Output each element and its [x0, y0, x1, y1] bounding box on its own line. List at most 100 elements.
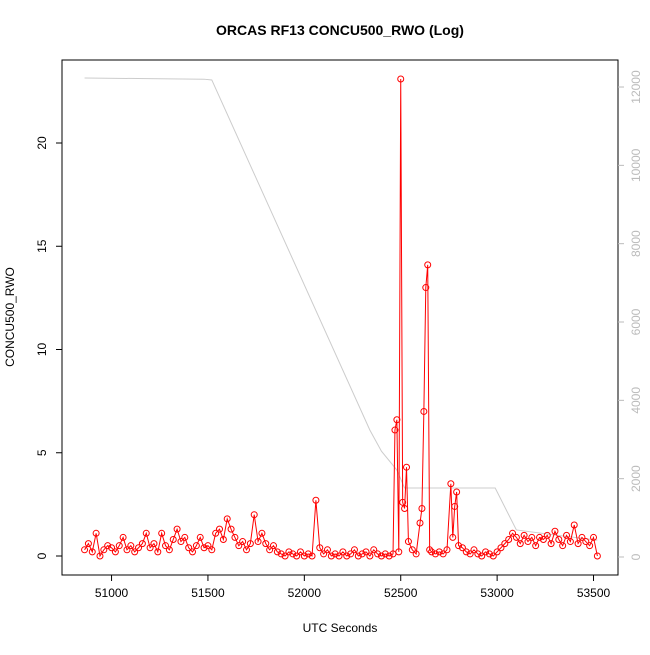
point — [88, 548, 96, 556]
point — [327, 552, 335, 560]
point — [590, 533, 598, 541]
point — [570, 521, 578, 529]
point — [449, 533, 457, 541]
point — [377, 552, 385, 560]
y-tick-label: 15 — [35, 239, 49, 253]
point — [505, 535, 513, 543]
point — [451, 502, 459, 510]
point — [403, 463, 411, 471]
point — [204, 542, 212, 550]
point — [269, 542, 277, 550]
point — [115, 542, 123, 550]
point — [165, 546, 173, 554]
x-axis-label: UTC Seconds — [303, 621, 378, 635]
point — [520, 531, 528, 539]
point — [111, 548, 119, 556]
point — [84, 540, 92, 548]
point — [395, 548, 403, 556]
point — [293, 552, 301, 560]
y2-tick-label: 6000 — [629, 308, 643, 335]
chart-title: ORCAS RF13 CONCU500_RWO (Log) — [216, 22, 464, 38]
point — [250, 511, 258, 519]
point — [289, 550, 297, 558]
point — [447, 480, 455, 488]
point — [470, 546, 478, 554]
point — [262, 540, 270, 548]
point — [482, 548, 490, 556]
point — [258, 529, 266, 537]
point — [424, 261, 432, 269]
point — [181, 533, 189, 541]
point — [273, 548, 281, 556]
point — [563, 531, 571, 539]
point — [516, 540, 524, 548]
point — [512, 533, 520, 541]
point — [354, 552, 362, 560]
y-tick-label: 10 — [35, 343, 49, 357]
x-tick-label: 51500 — [191, 586, 225, 600]
point — [489, 552, 497, 560]
point — [524, 538, 532, 546]
point — [142, 529, 150, 537]
point — [397, 75, 405, 83]
point — [162, 542, 170, 550]
x-tick-label: 53000 — [480, 586, 514, 600]
point — [474, 550, 482, 558]
y2-tick-label: 10000 — [629, 148, 643, 182]
point — [266, 546, 274, 554]
point — [428, 548, 436, 556]
point — [350, 546, 358, 554]
point — [485, 550, 493, 558]
point — [235, 542, 243, 550]
point — [108, 544, 116, 552]
point — [574, 540, 582, 548]
point — [551, 527, 559, 535]
point — [304, 550, 312, 558]
point — [453, 488, 461, 496]
point — [138, 540, 146, 548]
point — [391, 426, 399, 434]
point — [335, 552, 343, 560]
point — [254, 538, 262, 546]
point — [173, 525, 181, 533]
point — [426, 546, 434, 554]
point — [586, 542, 594, 550]
y-tick-label: 5 — [35, 449, 49, 456]
point — [158, 529, 166, 537]
point — [578, 533, 586, 541]
point — [501, 540, 509, 548]
x-tick-label: 51000 — [95, 586, 129, 600]
point — [100, 546, 108, 554]
point — [189, 548, 197, 556]
point — [223, 515, 231, 523]
point — [509, 529, 517, 537]
point — [443, 546, 451, 554]
point — [185, 544, 193, 552]
point — [559, 542, 567, 550]
point — [536, 533, 544, 541]
point — [135, 544, 143, 552]
point — [347, 550, 355, 558]
point — [362, 548, 370, 556]
y2-tick-label: 2000 — [629, 465, 643, 492]
point — [216, 525, 224, 533]
point — [296, 548, 304, 556]
point — [497, 544, 505, 552]
point — [92, 529, 100, 537]
point — [119, 533, 127, 541]
y-tick-label: 0 — [35, 552, 49, 559]
point — [81, 546, 89, 554]
point — [401, 505, 409, 513]
point — [131, 548, 139, 556]
point — [227, 525, 235, 533]
point — [104, 542, 112, 550]
x-tick-label: 53500 — [577, 586, 611, 600]
point — [177, 538, 185, 546]
point — [343, 552, 351, 560]
point — [208, 546, 216, 554]
point — [418, 505, 426, 513]
point — [200, 544, 208, 552]
point — [431, 550, 439, 558]
point — [96, 552, 104, 560]
